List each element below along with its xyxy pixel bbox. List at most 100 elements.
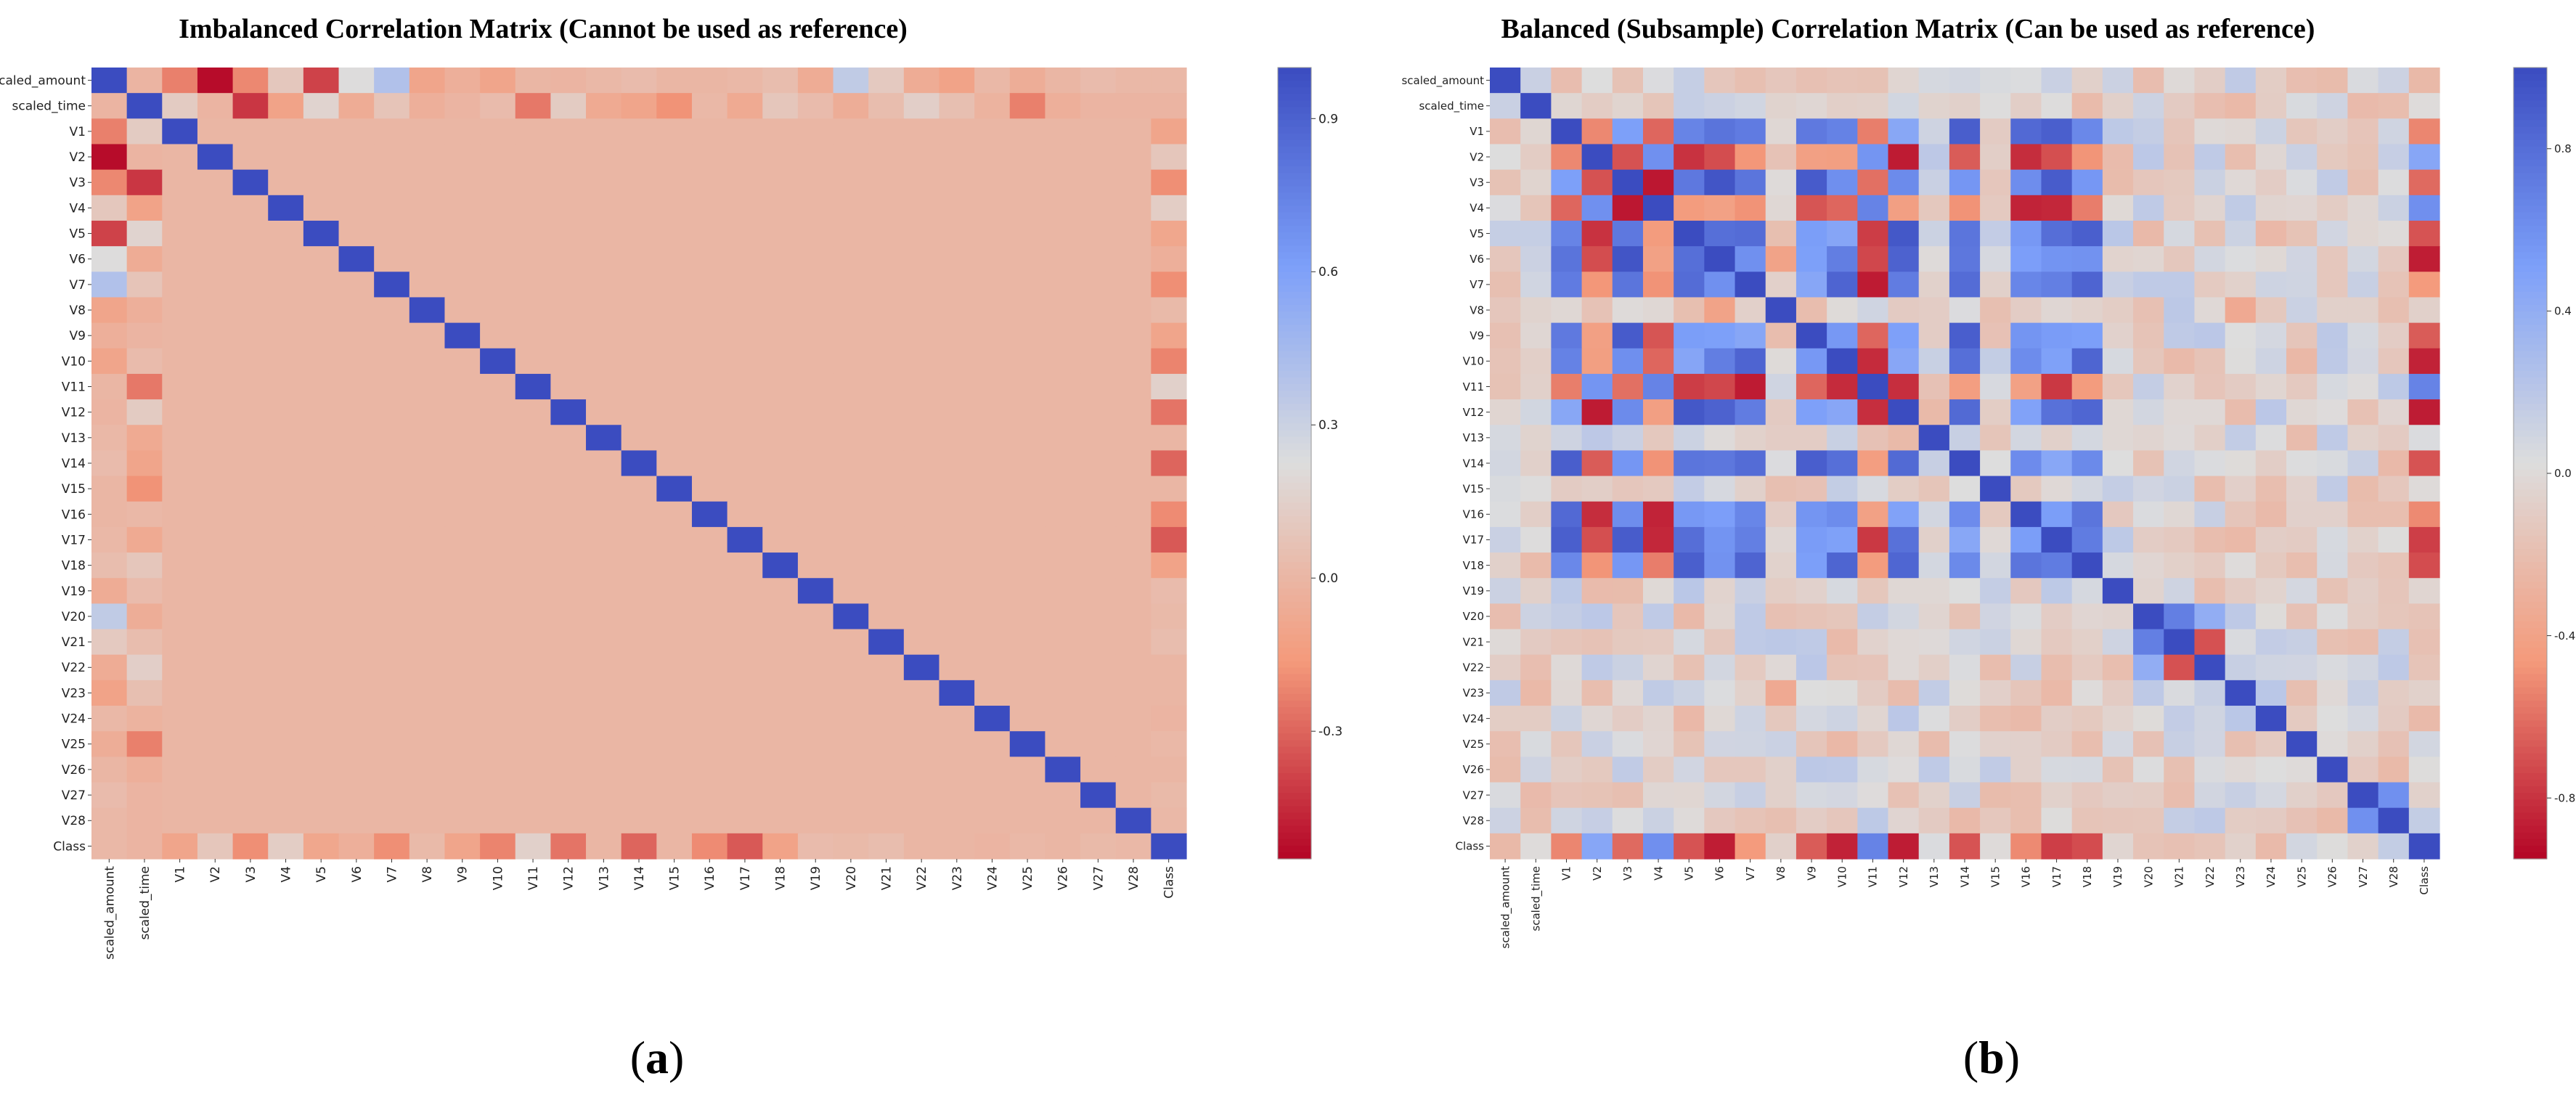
heatmap-cell <box>1918 144 1950 171</box>
heatmap-cell <box>444 297 481 324</box>
heatmap-cell <box>1581 322 1613 349</box>
heatmap-cell <box>374 220 410 247</box>
heatmap-cell <box>2255 629 2287 656</box>
heatmap-cell <box>903 322 940 349</box>
heatmap-cell <box>1551 552 1583 579</box>
heatmap-cell <box>197 322 234 349</box>
heatmap-cell <box>1735 680 1766 706</box>
heatmap-cell <box>1581 654 1613 681</box>
heatmap-cell <box>1796 680 1827 706</box>
heatmap-cell <box>232 68 269 94</box>
colorbar-segment <box>2514 766 2547 774</box>
heatmap-cell <box>303 552 340 579</box>
x-tick-label: V13 <box>597 866 611 890</box>
heatmap-cell <box>2286 501 2318 528</box>
colorbar-segment <box>2514 496 2547 504</box>
heatmap-cell <box>2194 93 2226 119</box>
heatmap-cell <box>2225 425 2257 452</box>
heatmap-cell <box>1080 552 1117 579</box>
y-tick-label: V19 <box>62 584 86 599</box>
heatmap-cell <box>197 93 234 119</box>
heatmap-cell <box>2286 603 2318 630</box>
heatmap-cell <box>2010 629 2042 656</box>
heatmap-cell <box>1520 144 1552 171</box>
heatmap-cell <box>1735 68 1766 94</box>
colorbar-segment <box>2514 806 2547 814</box>
heatmap-cell <box>1827 501 1858 528</box>
heatmap-cell <box>162 501 198 528</box>
heatmap-cell <box>444 348 481 375</box>
heatmap-cell <box>939 757 975 783</box>
colorbar-tick-label: 0.0 <box>1318 571 1338 586</box>
heatmap-cell <box>1827 373 1858 400</box>
heatmap-cell <box>833 297 869 324</box>
heatmap-cell <box>515 68 551 94</box>
heatmap-cell <box>1115 654 1152 681</box>
heatmap-cell <box>1520 348 1552 375</box>
colorbar-segment <box>2514 489 2547 497</box>
colorbar-segment <box>1278 153 1311 160</box>
heatmap-cell <box>621 246 657 272</box>
heatmap-cell <box>762 450 799 477</box>
heatmap-cell <box>444 501 481 528</box>
heatmap-cell <box>903 297 940 324</box>
heatmap-cell <box>1520 552 1552 579</box>
heatmap-cell <box>480 526 516 553</box>
heatmap-cell <box>656 118 693 145</box>
heatmap-cell <box>656 552 693 579</box>
heatmap-cell <box>338 425 375 452</box>
heatmap-cell <box>338 501 375 528</box>
colorbar-segment <box>2514 212 2547 220</box>
heatmap-cell <box>2378 272 2410 298</box>
heatmap-cell <box>1857 501 1889 528</box>
heatmap-cell <box>2194 706 2226 732</box>
heatmap-cell <box>2255 169 2287 196</box>
heatmap-cell <box>2286 399 2318 425</box>
heatmap-cell <box>1115 757 1152 783</box>
colorbar-segment <box>1278 245 1311 253</box>
y-tick-label: V13 <box>62 431 86 446</box>
heatmap-cell <box>1520 373 1552 400</box>
heatmap-cell <box>1704 118 1736 145</box>
heatmap-cell <box>1888 348 1920 375</box>
heatmap-cell <box>656 144 693 171</box>
colorbar-segment <box>1278 219 1311 227</box>
heatmap-cell <box>868 272 905 298</box>
heatmap-cell <box>1490 348 1521 375</box>
heatmap-cell <box>833 629 869 656</box>
heatmap-cell <box>797 450 834 477</box>
heatmap-cell <box>1796 322 1827 349</box>
heatmap-cell <box>2164 246 2196 272</box>
heatmap-cell <box>1980 578 2011 604</box>
heatmap-cell <box>762 629 799 656</box>
x-tick-label: scaled_amount <box>1499 866 1512 949</box>
heatmap-cell <box>1796 757 1827 783</box>
heatmap-cell <box>974 578 1011 604</box>
heatmap-cell <box>1490 680 1521 706</box>
heatmap-cell <box>762 552 799 579</box>
heatmap-cell <box>2347 68 2379 94</box>
heatmap-cell <box>444 782 481 809</box>
heatmap-cell <box>1612 425 1644 452</box>
heatmap-cell <box>868 195 905 221</box>
heatmap-cell <box>2347 425 2379 452</box>
heatmap-cell <box>162 552 198 579</box>
colorbar-segment <box>2514 740 2547 748</box>
colorbar-segment <box>2514 133 2547 141</box>
heatmap-cell <box>2102 246 2134 272</box>
heatmap-cell <box>1918 68 1950 94</box>
heatmap-cell <box>1581 578 1613 604</box>
heatmap-cell <box>1045 399 1081 425</box>
heatmap-cell <box>1796 169 1827 196</box>
heatmap-cell <box>550 476 587 502</box>
heatmap-cell <box>2133 373 2164 400</box>
heatmap-cell <box>91 144 128 171</box>
y-tick-label: V9 <box>70 329 86 343</box>
heatmap-cell <box>444 220 481 247</box>
heatmap-cell <box>232 476 269 502</box>
colorbar-segment <box>1278 338 1311 346</box>
heatmap-cell <box>515 731 551 757</box>
heatmap-cell <box>1888 450 1920 477</box>
heatmap-cell <box>762 144 799 171</box>
heatmap-cell <box>2194 195 2226 221</box>
